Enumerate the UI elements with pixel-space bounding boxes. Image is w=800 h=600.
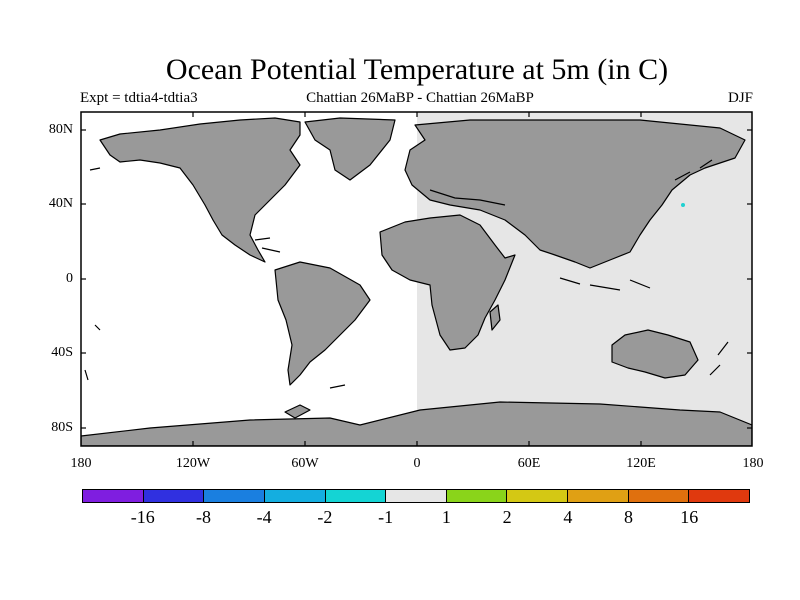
colorbar-box [689, 490, 750, 502]
colorbar-label: -2 [317, 507, 333, 527]
colorbar-box [446, 490, 508, 502]
japan-islands [674, 159, 713, 181]
x-tick-180-east: 180 [742, 456, 764, 471]
scattered-islands [84, 167, 346, 389]
period-label: Chattian 26MaBP - Chattian 26MaBP [306, 90, 534, 106]
experiment-label: Expt = tdtia4-tdtia3 [80, 90, 198, 106]
y-tick-0: 0 [66, 271, 73, 286]
x-tick-120e: 120E [626, 456, 656, 471]
colorbar-box [143, 490, 205, 502]
colorbar-label: -4 [256, 507, 272, 527]
colorbar-label: 4 [563, 507, 573, 527]
colorbar-box [386, 490, 447, 502]
colorbar-label: 8 [624, 507, 634, 527]
colorbar-label: -8 [195, 507, 211, 527]
caribbean-islands [254, 237, 281, 253]
colorbar-label: 16 [680, 507, 699, 527]
y-tick-40n: 40N [48, 196, 73, 211]
y-tick-80s: 80S [51, 420, 73, 435]
antarctic-peninsula-landmass [284, 404, 311, 419]
y-tick-40s: 40S [51, 345, 73, 360]
x-tick-60w: 60W [291, 456, 319, 471]
indonesia-islands [559, 277, 651, 291]
colorbar-box [325, 490, 387, 502]
colorbar [82, 489, 750, 503]
colorbar-label: -1 [378, 507, 394, 527]
x-tick-180-west: 180 [70, 456, 92, 471]
colorbar-label: -16 [130, 507, 155, 527]
madagascar-landmass [489, 304, 501, 331]
y-tick-80n: 80N [48, 122, 73, 137]
greenland-landmass [304, 117, 396, 181]
colorbar-box [264, 490, 326, 502]
new-zealand-islands [709, 341, 729, 376]
x-tick-120w: 120W [175, 456, 211, 471]
season-label: DJF [727, 90, 753, 106]
plot-title: Ocean Potential Temperature at 5m (in C) [165, 53, 669, 86]
eurasia-landmass [404, 119, 746, 269]
north-america-landmass [99, 117, 301, 263]
colorbar-box [204, 490, 265, 502]
africa-landmass [379, 214, 516, 351]
colorbar-box [568, 490, 629, 502]
colorbar-box [507, 490, 569, 502]
colorbar-label: 2 [502, 507, 512, 527]
colorbar-box [83, 490, 144, 502]
colorbar-label: 1 [441, 507, 451, 527]
antarctica-landmass [81, 401, 752, 446]
x-tick-0: 0 [413, 456, 421, 471]
cyan-anomaly-spot [681, 203, 685, 207]
colorbar-box [628, 490, 690, 502]
x-tick-60e: 60E [517, 456, 541, 471]
south-america-landmass [274, 261, 371, 386]
mediterranean-coast [429, 189, 506, 206]
australia-landmass [611, 329, 699, 379]
